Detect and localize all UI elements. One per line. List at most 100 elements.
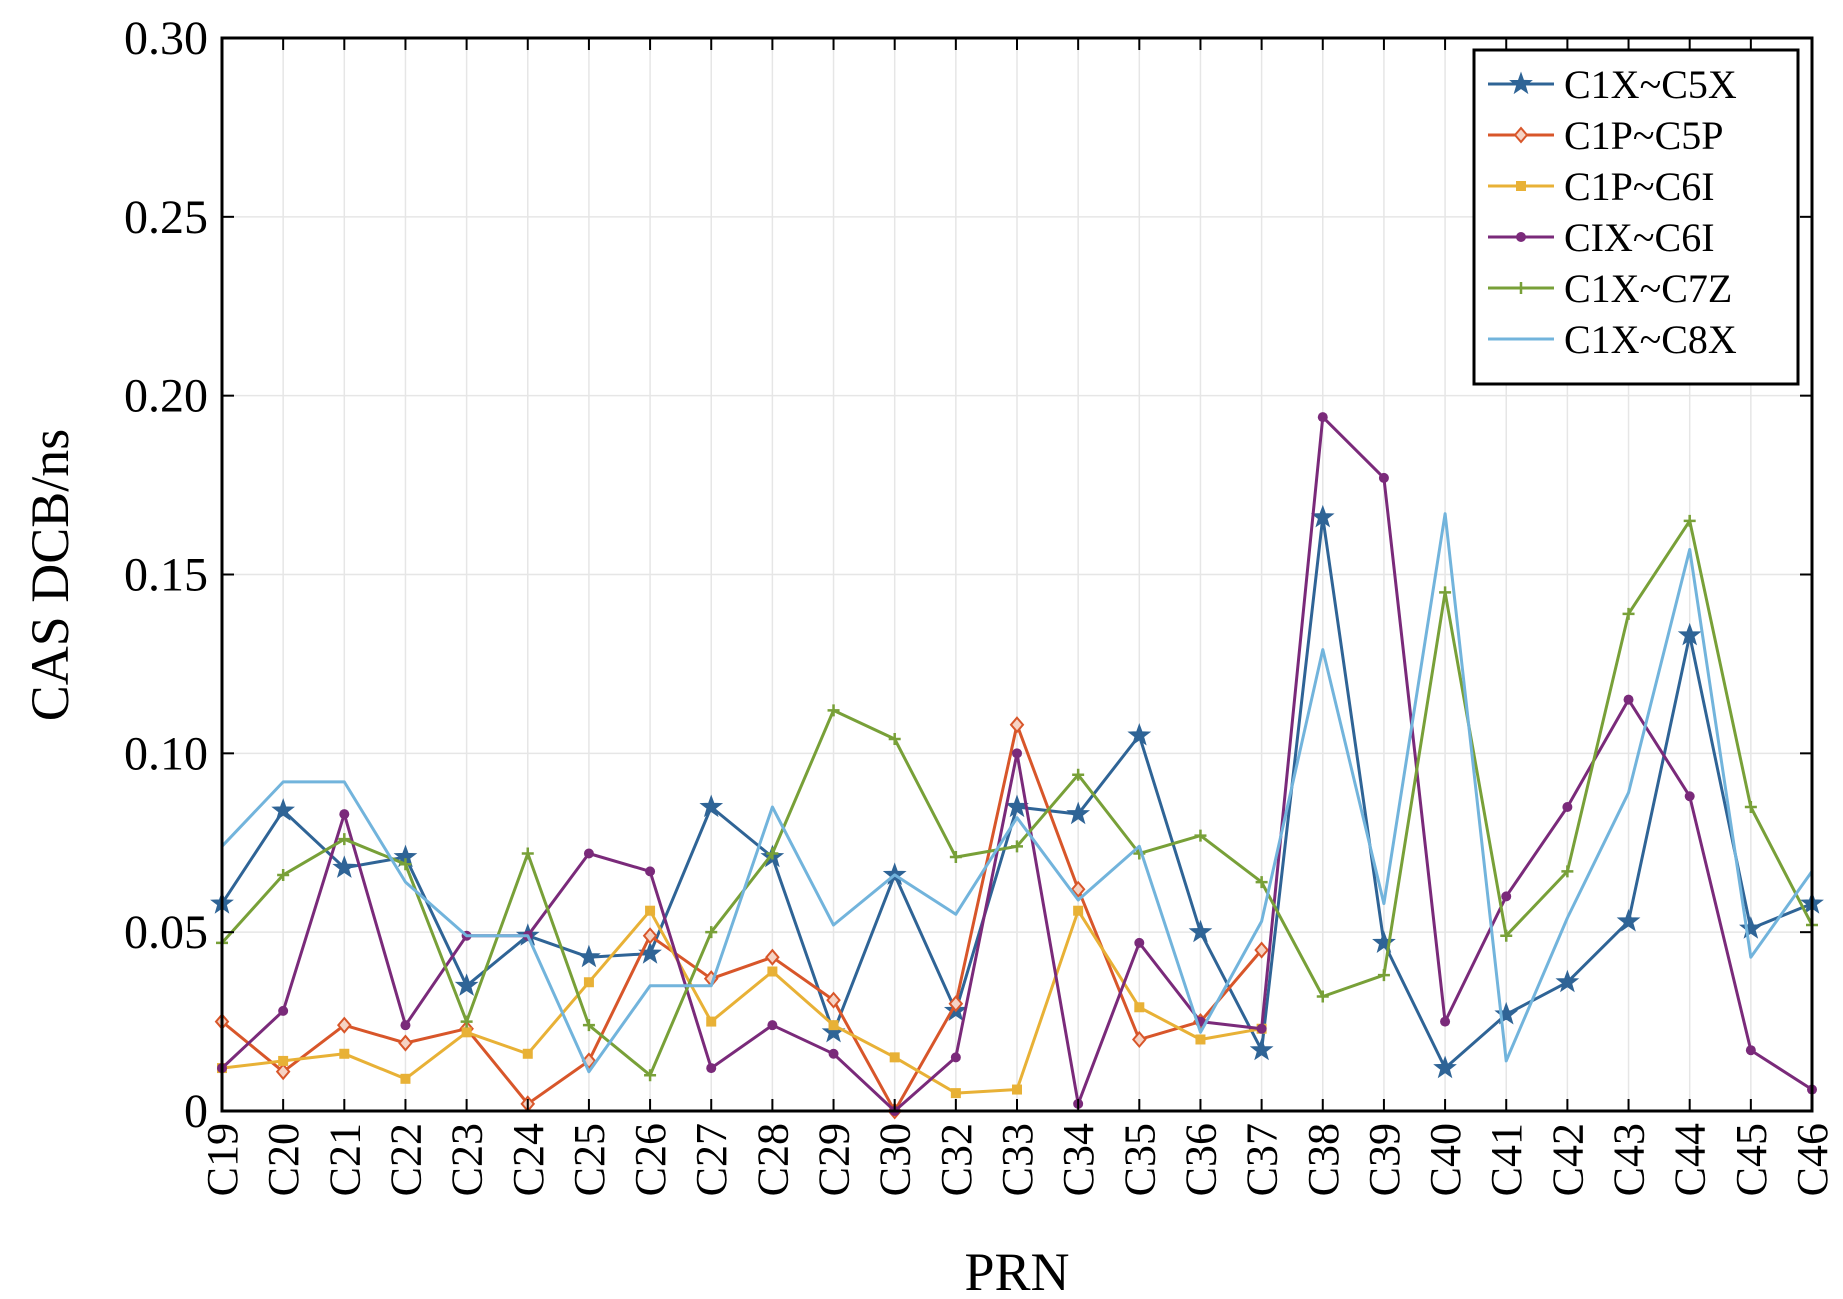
data-point bbox=[826, 991, 841, 1009]
data-point bbox=[1134, 937, 1145, 948]
data-point bbox=[766, 847, 779, 860]
data-point bbox=[1188, 919, 1213, 943]
y-tick-label: 0.25 bbox=[124, 191, 208, 244]
x-tick-label: C43 bbox=[1605, 1123, 1654, 1196]
x-tick-label: C22 bbox=[381, 1123, 430, 1196]
legend-entry: C1X~C5X bbox=[1488, 62, 1737, 107]
legend-entry: C1X~C8X bbox=[1488, 317, 1737, 362]
data-point bbox=[1066, 801, 1091, 825]
data-point bbox=[706, 1063, 717, 1074]
data-point bbox=[644, 1069, 657, 1082]
data-point bbox=[1616, 908, 1641, 932]
legend-label: C1X~C8X bbox=[1564, 317, 1737, 362]
data-point bbox=[1070, 880, 1086, 898]
data-point bbox=[1622, 607, 1635, 620]
data-point bbox=[336, 1016, 352, 1034]
data-point bbox=[339, 1048, 350, 1059]
y-tick-label: 0.30 bbox=[124, 12, 208, 65]
data-point bbox=[889, 1052, 900, 1063]
legend-label: C1X~C5X bbox=[1564, 62, 1737, 107]
legend-marker bbox=[1516, 181, 1526, 191]
x-tick-label: C28 bbox=[748, 1123, 797, 1196]
data-point bbox=[1433, 1055, 1457, 1079]
data-point bbox=[1073, 905, 1084, 916]
data-point bbox=[275, 1063, 291, 1081]
x-tick-label: C34 bbox=[1054, 1123, 1103, 1196]
data-point bbox=[1677, 622, 1702, 646]
data-point bbox=[1310, 504, 1335, 528]
x-tick-label: C32 bbox=[932, 1123, 981, 1196]
y-tick-label: 0.05 bbox=[124, 906, 208, 959]
data-point bbox=[338, 833, 351, 846]
y-axis-title: CAS DCB/ns bbox=[20, 429, 80, 722]
x-tick-label: C19 bbox=[198, 1123, 247, 1196]
grid bbox=[222, 38, 1812, 1111]
data-point bbox=[1744, 800, 1757, 813]
data-point bbox=[1254, 941, 1269, 959]
data-point bbox=[398, 1034, 413, 1052]
data-point bbox=[1377, 969, 1390, 982]
data-point bbox=[642, 927, 658, 945]
data-point bbox=[332, 855, 357, 878]
y-tick-label: 0.10 bbox=[124, 727, 208, 780]
x-tick-label: C24 bbox=[504, 1123, 553, 1196]
data-point bbox=[1127, 723, 1152, 746]
data-point bbox=[1683, 514, 1696, 527]
data-point bbox=[278, 1005, 289, 1016]
x-tick-label: C21 bbox=[320, 1123, 369, 1196]
data-point bbox=[1372, 930, 1396, 953]
data-point bbox=[699, 794, 724, 818]
x-tick-label: C46 bbox=[1788, 1123, 1837, 1196]
legend-box bbox=[1472, 48, 1800, 386]
data-point bbox=[949, 851, 962, 864]
data-point bbox=[950, 1052, 961, 1063]
data-point bbox=[827, 704, 840, 717]
data-point bbox=[705, 926, 718, 939]
data-point bbox=[1249, 1037, 1274, 1061]
y-axis: 0 0.05 0.10 0.15 0.20 0.25 0.30 bbox=[124, 12, 1812, 1138]
data-point bbox=[1684, 791, 1695, 802]
data-point bbox=[1562, 801, 1573, 812]
data-point bbox=[888, 733, 901, 746]
x-axis-title: PRN bbox=[964, 1242, 1069, 1299]
data-point bbox=[1494, 1001, 1519, 1025]
data-point bbox=[454, 973, 479, 996]
x-tick-label: C36 bbox=[1176, 1123, 1225, 1196]
data-point bbox=[1012, 1084, 1022, 1095]
data-point bbox=[399, 858, 412, 871]
data-point bbox=[765, 948, 780, 966]
data-point bbox=[271, 798, 295, 821]
data-point bbox=[1131, 1030, 1147, 1049]
x-tick-label: C25 bbox=[565, 1123, 614, 1196]
x-tick-label: C35 bbox=[1115, 1123, 1164, 1196]
data-point bbox=[583, 977, 594, 988]
data-point bbox=[277, 868, 290, 881]
series-line bbox=[221, 909, 1262, 1095]
data-point bbox=[1195, 1034, 1206, 1045]
series-line bbox=[221, 723, 1263, 1113]
legend-marker bbox=[1516, 232, 1526, 242]
legend-marker bbox=[1515, 282, 1527, 294]
data-point bbox=[767, 1020, 778, 1031]
x-tick-label: C29 bbox=[810, 1123, 859, 1196]
legend-label: C1P~C5P bbox=[1564, 113, 1724, 158]
x-tick-label: C41 bbox=[1482, 1123, 1531, 1196]
x-tick-label: C38 bbox=[1299, 1123, 1348, 1196]
legend: C1X~C5X C1P~C5P C1P~C6I CIX~C6I C1X~C7Z C1X~C… bbox=[1472, 48, 1800, 386]
y-tick-label: 0.15 bbox=[124, 549, 208, 602]
data-point bbox=[1623, 694, 1634, 705]
data-point bbox=[706, 1016, 717, 1027]
data-point bbox=[1072, 768, 1085, 781]
data-point bbox=[1256, 1023, 1267, 1034]
data-point bbox=[278, 1055, 289, 1066]
data-point bbox=[1739, 916, 1763, 939]
legend-entry: C1P~C6I bbox=[1488, 164, 1715, 209]
series-2 bbox=[214, 716, 1269, 1120]
legend-marker bbox=[1513, 126, 1529, 144]
data-point bbox=[1745, 1045, 1756, 1056]
legend-label: CIX~C6I bbox=[1564, 215, 1715, 260]
data-point bbox=[1500, 929, 1513, 942]
data-point bbox=[521, 847, 534, 860]
x-tick-label: C40 bbox=[1421, 1123, 1470, 1196]
